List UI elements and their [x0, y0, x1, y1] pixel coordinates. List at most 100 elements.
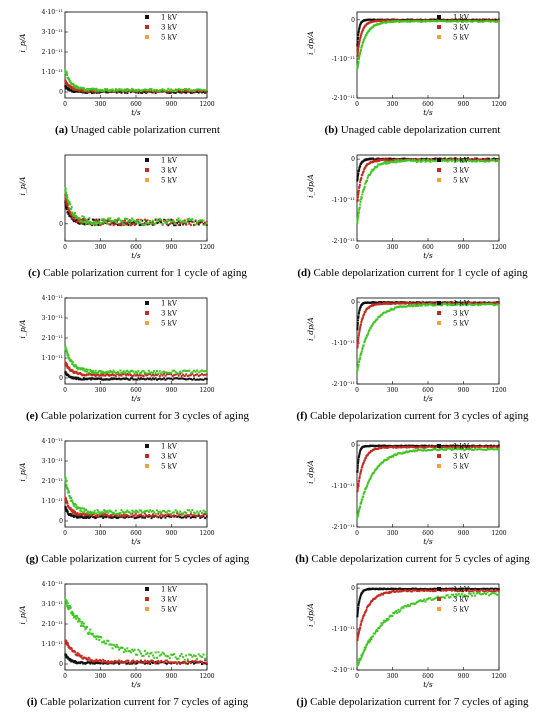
data-point — [183, 89, 186, 92]
data-point — [182, 89, 185, 92]
data-point — [66, 82, 69, 85]
data-point — [406, 159, 409, 162]
data-point — [109, 223, 112, 226]
data-point — [497, 446, 500, 449]
data-point — [358, 599, 361, 602]
data-point — [431, 448, 434, 451]
data-point — [497, 19, 500, 22]
legend-marker — [437, 587, 441, 591]
data-point — [488, 589, 491, 592]
data-point — [426, 304, 429, 307]
data-point — [474, 19, 477, 22]
data-point — [165, 511, 168, 514]
data-point — [486, 20, 489, 23]
data-point — [442, 19, 445, 22]
data-point — [358, 453, 361, 456]
data-point — [356, 177, 359, 180]
data-point — [197, 514, 200, 517]
caption-label: (j) — [296, 696, 308, 708]
legend-marker — [145, 597, 149, 601]
data-point — [359, 595, 362, 598]
data-point — [356, 613, 359, 616]
data-point — [413, 445, 416, 448]
caption-label: (c) — [28, 267, 41, 279]
data-point — [133, 517, 136, 520]
data-point — [492, 302, 495, 305]
data-point — [112, 662, 115, 665]
data-point — [453, 589, 456, 592]
data-point — [177, 372, 180, 375]
data-point — [429, 303, 432, 306]
caption-h: (h) Cable depolarization current for 5 c… — [275, 553, 550, 565]
data-point — [475, 588, 478, 591]
data-point — [469, 301, 472, 304]
data-point — [491, 302, 494, 305]
data-point — [434, 18, 437, 21]
data-point — [414, 20, 417, 23]
data-point — [100, 636, 103, 639]
data-point — [177, 89, 180, 92]
data-point — [132, 659, 135, 662]
data-point — [75, 660, 78, 663]
data-point — [429, 587, 432, 590]
data-point — [475, 302, 478, 305]
data-point — [204, 91, 207, 94]
data-point — [205, 662, 208, 665]
data-point — [174, 509, 177, 512]
data-point — [204, 90, 207, 93]
data-point — [142, 511, 145, 514]
data-point — [486, 587, 489, 590]
data-point — [411, 159, 414, 162]
data-point — [361, 191, 364, 194]
data-point — [414, 589, 417, 592]
data-point — [442, 588, 445, 591]
data-point — [150, 661, 153, 664]
data-point — [70, 359, 73, 362]
data-point — [132, 378, 135, 381]
data-point — [423, 303, 426, 306]
data-point — [154, 222, 157, 225]
data-point — [122, 377, 125, 380]
data-point — [111, 661, 114, 664]
data-point — [151, 373, 154, 376]
data-point — [360, 500, 363, 503]
data-point — [360, 177, 363, 180]
x-tick-label: 300 — [95, 530, 107, 537]
data-point — [111, 516, 114, 519]
data-point — [153, 374, 156, 377]
y-tick-label: 0 — [351, 585, 355, 592]
data-point — [134, 370, 137, 373]
data-point — [102, 511, 105, 514]
data-point — [179, 654, 182, 657]
data-point — [360, 350, 363, 353]
data-point — [393, 308, 396, 311]
data-point — [200, 378, 203, 381]
y-tick-label: 1·10⁻¹¹ — [42, 355, 63, 362]
data-point — [165, 514, 168, 517]
data-point — [75, 503, 78, 506]
data-point — [410, 602, 413, 605]
data-point — [112, 512, 115, 515]
data-point — [115, 643, 118, 646]
data-point — [360, 31, 363, 34]
data-point — [431, 445, 434, 448]
data-point — [121, 220, 124, 223]
data-point — [369, 477, 372, 480]
data-point — [356, 369, 359, 372]
data-point — [145, 91, 148, 94]
data-point — [93, 509, 96, 512]
data-point — [430, 159, 433, 162]
data-point — [129, 89, 132, 92]
data-point — [411, 602, 414, 605]
data-point — [403, 446, 406, 449]
data-point — [67, 608, 70, 611]
data-point — [104, 88, 107, 91]
data-point — [118, 659, 121, 662]
data-point — [115, 372, 118, 375]
data-point — [358, 630, 361, 633]
data-point — [91, 222, 94, 225]
data-point — [433, 446, 436, 449]
data-point — [481, 448, 484, 451]
data-point — [424, 449, 427, 452]
